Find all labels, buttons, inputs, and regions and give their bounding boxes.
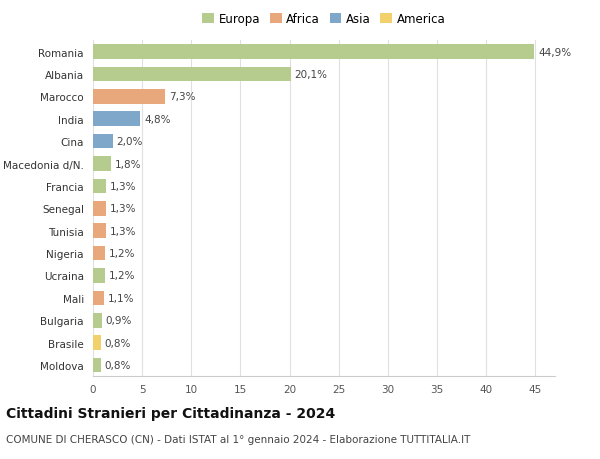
Bar bbox=[93, 202, 106, 216]
Text: COMUNE DI CHERASCO (CN) - Dati ISTAT al 1° gennaio 2024 - Elaborazione TUTTITALI: COMUNE DI CHERASCO (CN) - Dati ISTAT al … bbox=[6, 434, 470, 444]
Text: 2,0%: 2,0% bbox=[116, 137, 143, 147]
Legend: Europa, Africa, Asia, America: Europa, Africa, Asia, America bbox=[197, 9, 451, 31]
Text: 1,3%: 1,3% bbox=[110, 204, 136, 214]
Text: 1,2%: 1,2% bbox=[109, 248, 135, 258]
Text: 20,1%: 20,1% bbox=[295, 70, 328, 80]
Bar bbox=[93, 269, 105, 283]
Bar bbox=[93, 134, 113, 149]
Bar bbox=[93, 358, 101, 372]
Bar bbox=[93, 291, 104, 305]
Bar bbox=[93, 179, 106, 194]
Bar bbox=[93, 246, 105, 261]
Text: 1,8%: 1,8% bbox=[115, 159, 141, 169]
Text: 1,3%: 1,3% bbox=[110, 226, 136, 236]
Bar bbox=[93, 90, 165, 104]
Bar bbox=[93, 336, 101, 350]
Bar bbox=[93, 313, 102, 328]
Bar bbox=[93, 67, 290, 82]
Text: 0,9%: 0,9% bbox=[106, 315, 132, 325]
Bar bbox=[93, 224, 106, 238]
Text: 44,9%: 44,9% bbox=[538, 47, 571, 57]
Bar bbox=[93, 112, 140, 127]
Bar bbox=[93, 45, 535, 60]
Text: 1,1%: 1,1% bbox=[108, 293, 134, 303]
Bar bbox=[93, 157, 110, 171]
Text: Cittadini Stranieri per Cittadinanza - 2024: Cittadini Stranieri per Cittadinanza - 2… bbox=[6, 406, 335, 420]
Text: 0,8%: 0,8% bbox=[105, 338, 131, 348]
Text: 4,8%: 4,8% bbox=[144, 114, 170, 124]
Text: 1,2%: 1,2% bbox=[109, 271, 135, 281]
Text: 0,8%: 0,8% bbox=[105, 360, 131, 370]
Text: 1,3%: 1,3% bbox=[110, 181, 136, 191]
Text: 7,3%: 7,3% bbox=[169, 92, 195, 102]
